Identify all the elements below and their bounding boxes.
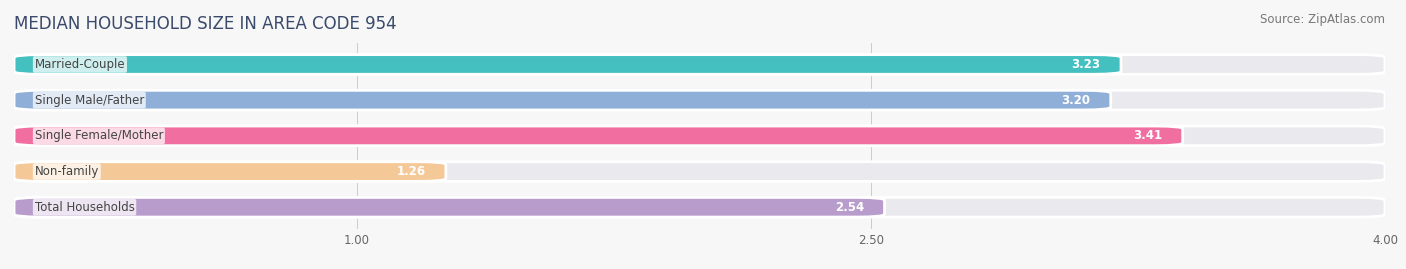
Text: Single Female/Mother: Single Female/Mother: [35, 129, 163, 142]
Text: Source: ZipAtlas.com: Source: ZipAtlas.com: [1260, 13, 1385, 26]
Text: 3.23: 3.23: [1071, 58, 1101, 71]
FancyBboxPatch shape: [14, 197, 884, 217]
FancyBboxPatch shape: [14, 90, 1111, 110]
Text: MEDIAN HOUSEHOLD SIZE IN AREA CODE 954: MEDIAN HOUSEHOLD SIZE IN AREA CODE 954: [14, 15, 396, 33]
FancyBboxPatch shape: [14, 162, 446, 181]
FancyBboxPatch shape: [14, 162, 1385, 181]
FancyBboxPatch shape: [14, 126, 1385, 146]
Text: Single Male/Father: Single Male/Father: [35, 94, 143, 107]
FancyBboxPatch shape: [14, 126, 1182, 146]
Text: 2.54: 2.54: [835, 201, 863, 214]
Text: Non-family: Non-family: [35, 165, 98, 178]
FancyBboxPatch shape: [14, 90, 1385, 110]
FancyBboxPatch shape: [14, 55, 1121, 74]
Text: Total Households: Total Households: [35, 201, 135, 214]
Text: Married-Couple: Married-Couple: [35, 58, 125, 71]
Text: 3.41: 3.41: [1133, 129, 1163, 142]
FancyBboxPatch shape: [14, 55, 1385, 74]
FancyBboxPatch shape: [14, 197, 1385, 217]
Text: 3.20: 3.20: [1062, 94, 1090, 107]
Text: 1.26: 1.26: [396, 165, 426, 178]
